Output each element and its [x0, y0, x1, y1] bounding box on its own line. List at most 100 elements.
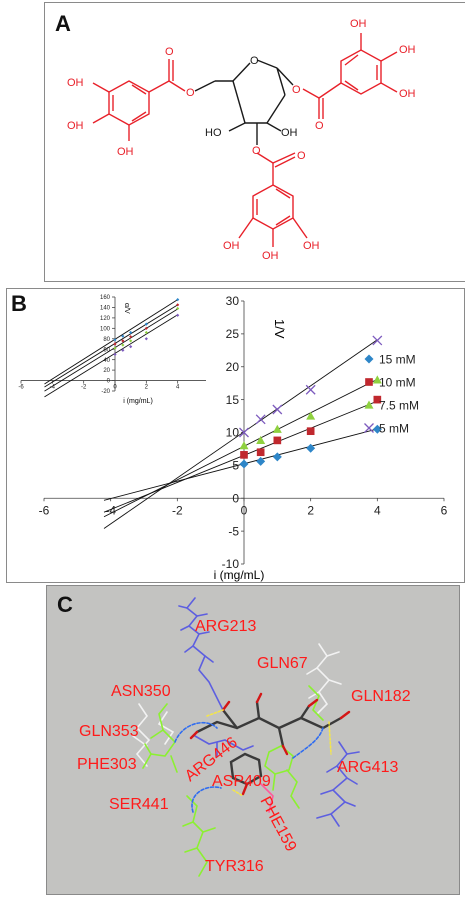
panel-c-docking: C [46, 585, 460, 895]
y-tick-label: 0 [232, 491, 239, 505]
phe159-residue [260, 783, 274, 813]
data-point [273, 436, 282, 445]
bottom-galloyl-ring [238, 152, 308, 247]
x-tick-label: 4 [374, 503, 381, 517]
ring-oh-label: OH [281, 127, 298, 139]
arg446-residue [194, 735, 254, 757]
data-point [239, 459, 249, 469]
y-tick-label: 20 [226, 360, 240, 374]
data-point [256, 448, 265, 457]
data-point [129, 345, 133, 349]
data-point [240, 451, 248, 459]
y-tick-label: -20 [101, 389, 110, 395]
svg-text:O: O [297, 150, 306, 162]
regression-line [44, 308, 178, 392]
svg-text:O: O [186, 87, 195, 99]
x-tick-label: 0 [113, 385, 117, 391]
x-tick-label: 0 [241, 503, 248, 517]
data-point [256, 456, 266, 466]
y-tick-label: 40 [103, 358, 110, 364]
residue-label: SER441 [109, 796, 169, 813]
panel-c-letter: C [57, 592, 73, 617]
svg-text:O: O [315, 120, 324, 132]
data-point [239, 427, 249, 438]
x-tick-label: 2 [145, 385, 149, 391]
inset-x-axis-label: i (mg/mL) [123, 398, 153, 405]
x-tick-label: -4 [105, 503, 116, 517]
data-point [144, 330, 148, 335]
pi-interactions [174, 721, 324, 813]
y-tick-label: 15 [226, 393, 240, 407]
arg213-residue [178, 597, 224, 711]
residue-label: GLN182 [351, 688, 411, 705]
data-point [129, 330, 133, 335]
data-point [176, 313, 180, 317]
oh-label: OH [303, 240, 320, 252]
regression-line [44, 314, 178, 398]
residue-label: PHE303 [77, 756, 137, 773]
y-tick-label: -10 [222, 557, 240, 571]
glucose-core [194, 59, 294, 145]
svg-text:O: O [292, 84, 301, 96]
x-tick-label: -6 [39, 503, 50, 517]
oh-label: OH [67, 77, 84, 89]
residue-label: ASN350 [111, 683, 171, 700]
y-axis-label: 1/V [272, 319, 287, 339]
arg413-residue [316, 741, 360, 827]
svg-text:O: O [250, 55, 259, 67]
oh-label: OH [117, 146, 134, 158]
residue-label: ASP409 [212, 773, 271, 790]
y-tick-label: 20 [103, 368, 110, 374]
data-point [255, 414, 266, 425]
oh-label: OH [223, 240, 240, 252]
y-tick-label: 30 [226, 294, 240, 308]
y-tick-label: 140 [100, 306, 111, 312]
right-galloyl-ring [302, 33, 398, 119]
data-point [256, 435, 266, 444]
data-point [113, 342, 117, 346]
x-tick-label: 4 [176, 385, 180, 391]
left-galloyl-ring [92, 59, 186, 141]
inset-y-axis-label: α/V [123, 303, 130, 314]
legend-marker [364, 400, 374, 409]
data-point [373, 395, 382, 404]
oh-label: OH [399, 44, 416, 56]
data-point [372, 335, 383, 346]
panel-a-letter: A [55, 11, 71, 36]
legend-marker [364, 354, 374, 364]
residue-label: ARG413 [337, 759, 398, 776]
y-tick-label: 80 [103, 337, 110, 343]
residue-label: GLN353 [79, 723, 139, 740]
y-tick-label: 160 [100, 295, 111, 301]
oh-label: OH [67, 120, 84, 132]
svg-text:O: O [165, 46, 174, 58]
y-tick-label: 100 [100, 326, 111, 332]
legend-label: 15 mM [379, 353, 416, 367]
green-residues [142, 685, 324, 877]
data-point [239, 441, 249, 450]
pgg-structure-diagram: O O O O O O O OH OH OH OH OH OH OH OH OH… [67, 18, 416, 262]
legend-label: 5 mM [379, 422, 409, 436]
y-tick-label: -5 [228, 524, 239, 538]
docking-view: ARG213 GLN67 ASN350 GLN182 GLN353 ARG446… [77, 597, 411, 877]
y-tick-label: 25 [226, 327, 240, 341]
hydrogen-bonds [206, 709, 332, 797]
data-point [129, 339, 133, 343]
data-point [306, 411, 316, 420]
x-tick-label: -2 [172, 503, 183, 517]
y-tick-label: 120 [100, 316, 111, 322]
y-tick-label: 10 [226, 426, 240, 440]
data-point [372, 424, 382, 434]
ligand-oxygens [189, 692, 351, 796]
x-axis-label: i (mg/mL) [214, 568, 265, 582]
data-point [306, 427, 315, 436]
residue-label: GLN67 [257, 655, 308, 672]
data-point [176, 306, 180, 311]
x-tick-label: -4 [50, 385, 56, 391]
legend-marker [365, 378, 373, 386]
y-tick-label: 0 [107, 379, 111, 385]
residue-label: PHE159 [256, 794, 299, 855]
panel-b-letter: B [11, 291, 27, 316]
